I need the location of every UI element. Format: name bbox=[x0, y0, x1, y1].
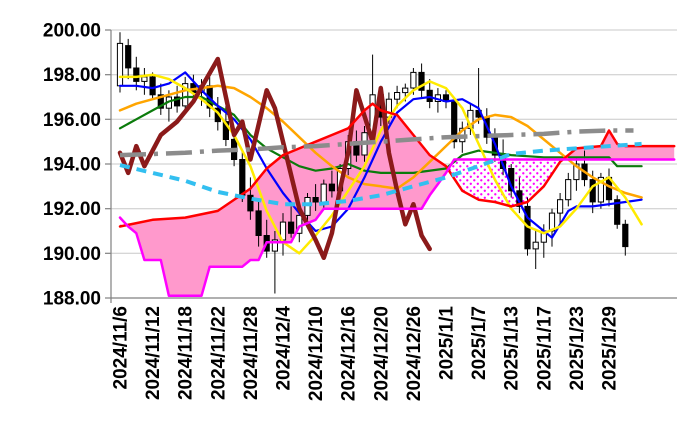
axes bbox=[105, 29, 677, 303]
candle-up bbox=[410, 71, 417, 89]
x-axis-label: 2024/11/12 bbox=[143, 306, 164, 400]
candle-down bbox=[622, 223, 629, 248]
candle-up bbox=[182, 83, 189, 107]
green-ma-line bbox=[118, 95, 643, 174]
x-axis-label: 2025/1/7 bbox=[469, 306, 490, 380]
x-axis-label: 2024/11/18 bbox=[176, 306, 197, 400]
candle-down bbox=[328, 183, 335, 192]
candle-down bbox=[133, 67, 140, 82]
y-axis-labels: 200.00 198.00 196.00 194.00 192.00 190.00 188.… bbox=[43, 21, 101, 310]
indicator-lines bbox=[117, 56, 676, 298]
x-axis-label: 2025/1/23 bbox=[567, 306, 588, 391]
candle-down bbox=[239, 159, 246, 196]
dark-red-zigzag-line bbox=[117, 56, 432, 261]
senkou-b-magenta-line bbox=[118, 158, 676, 298]
candle-down bbox=[288, 221, 295, 234]
x-axis-label: 2025/1/17 bbox=[534, 306, 555, 391]
x-axis-label: 2025/1/1 bbox=[437, 306, 458, 380]
candle-up bbox=[271, 239, 278, 252]
candle-up bbox=[565, 179, 572, 201]
gray-dashdot-ma-line bbox=[119, 128, 634, 158]
x-axis-label: 2024/12/16 bbox=[339, 306, 360, 401]
x-axis-label: 2024/11/6 bbox=[111, 306, 132, 389]
candle-down bbox=[174, 96, 181, 107]
candle-down bbox=[149, 76, 156, 96]
blue-ma-line bbox=[118, 71, 643, 239]
x-axis-label: 2024/11/28 bbox=[241, 306, 262, 400]
candle-down bbox=[418, 71, 425, 91]
candle-down bbox=[255, 210, 262, 236]
candle-down bbox=[157, 94, 164, 109]
x-axis-label: 2024/12/10 bbox=[306, 306, 327, 401]
y-axis-label: 192.00 bbox=[43, 199, 101, 220]
candle-up bbox=[573, 163, 580, 181]
candle-down bbox=[222, 121, 230, 140]
y-axis-label: 190.00 bbox=[43, 244, 101, 265]
y-axis-label: 200.00 bbox=[43, 21, 101, 42]
x-axis-label: 2024/12/4 bbox=[274, 306, 295, 391]
y-axis-label: 198.00 bbox=[43, 65, 101, 86]
x-axis-label: 2025/1/29 bbox=[600, 306, 621, 391]
x-axis-label: 2024/11/22 bbox=[208, 306, 229, 400]
candle-up bbox=[320, 183, 327, 203]
y-axis-label: 188.00 bbox=[43, 289, 101, 310]
candle-up bbox=[394, 92, 401, 100]
y-axis-label: 194.00 bbox=[43, 155, 101, 176]
candle-up bbox=[597, 176, 604, 203]
candle-up bbox=[141, 76, 148, 82]
candle-up bbox=[402, 87, 409, 94]
candle-up bbox=[116, 42, 124, 87]
yellow-ma-line bbox=[118, 73, 643, 255]
candle-up bbox=[532, 241, 539, 250]
candle-down bbox=[614, 199, 621, 225]
candle-down bbox=[312, 197, 319, 203]
candle-up bbox=[304, 197, 311, 216]
candle-up bbox=[557, 199, 564, 214]
x-axis-label: 2024/12/20 bbox=[371, 306, 392, 401]
candle-down bbox=[125, 45, 132, 69]
x-axis-label: 2024/12/26 bbox=[404, 306, 425, 401]
x-axis-label: 2025/1/13 bbox=[502, 306, 523, 391]
y-axis-label: 196.00 bbox=[43, 110, 101, 131]
cyan-dashed-ma-line bbox=[119, 141, 642, 207]
x-axis-labels: 2024/11/6 2024/11/12 2024/11/18 2024/11/22 2… bbox=[111, 306, 621, 402]
candle-down bbox=[451, 101, 458, 143]
candle-down bbox=[247, 194, 254, 212]
